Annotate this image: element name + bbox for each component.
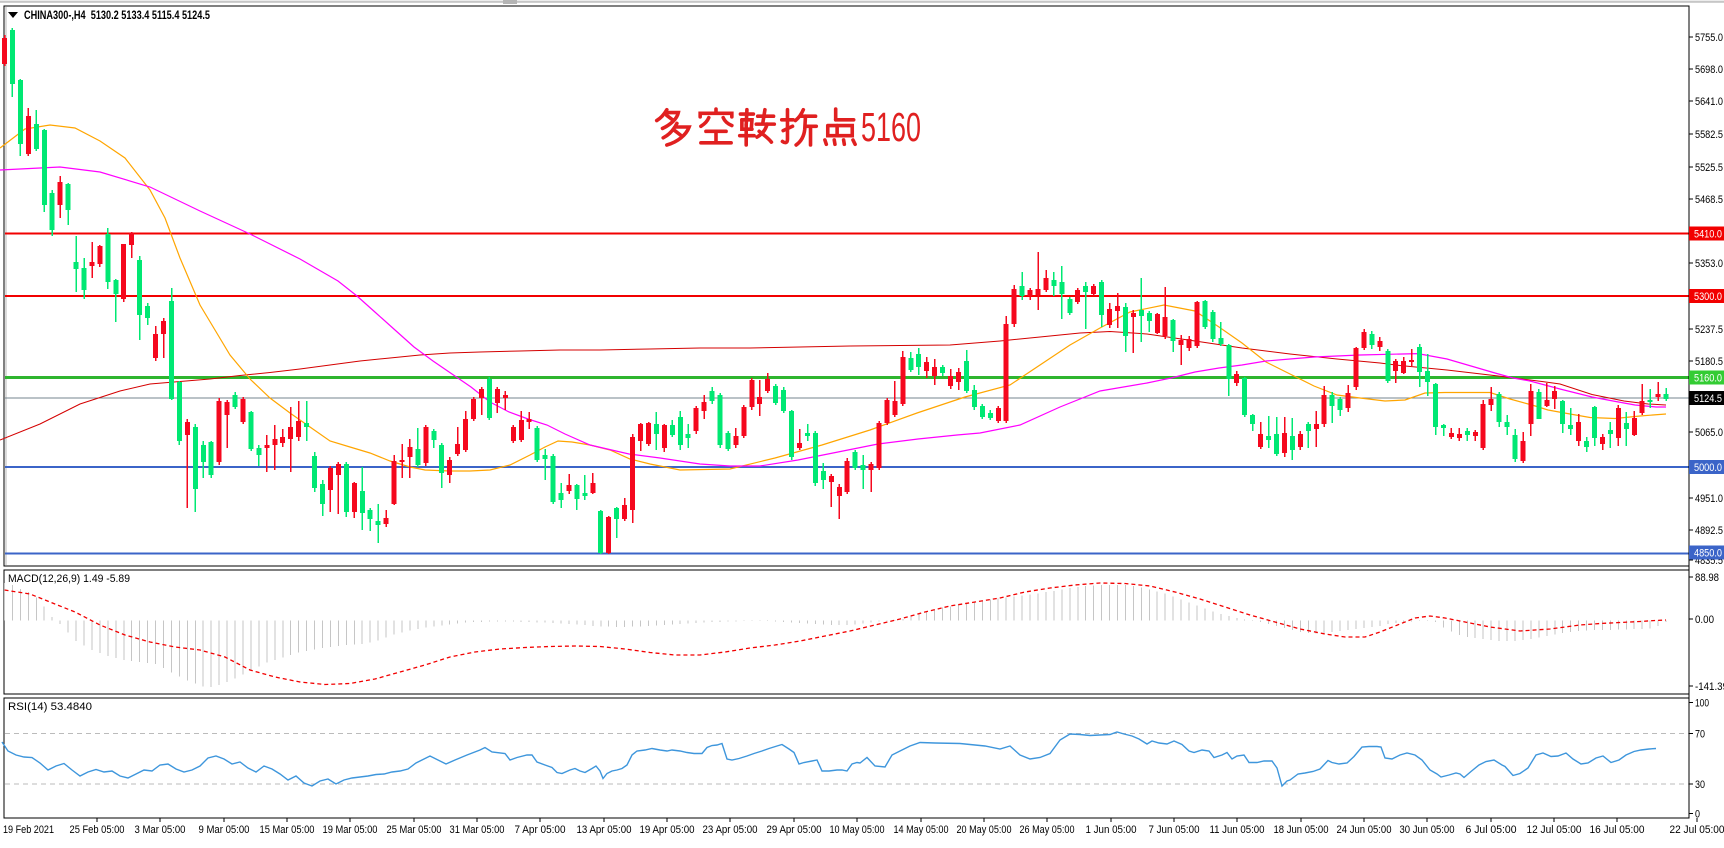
svg-text:4850.0: 4850.0 [1694,548,1722,560]
svg-text:5468.5: 5468.5 [1695,194,1723,206]
svg-text:1 Jun 05:00: 1 Jun 05:00 [1086,824,1137,836]
svg-text:5124.5: 5124.5 [1694,393,1722,405]
svg-text:30: 30 [1695,779,1705,791]
svg-text:5300.0: 5300.0 [1694,291,1722,303]
svg-text:70: 70 [1695,729,1705,741]
svg-text:29 Apr 05:00: 29 Apr 05:00 [767,824,822,836]
svg-text:5237.5: 5237.5 [1695,324,1723,336]
svg-text:5525.5: 5525.5 [1695,162,1723,174]
svg-text:18 Jun 05:00: 18 Jun 05:00 [1274,824,1329,836]
svg-text:5180.5: 5180.5 [1695,356,1723,368]
svg-text:19 Mar 05:00: 19 Mar 05:00 [323,824,378,836]
svg-text:9 Mar 05:00: 9 Mar 05:00 [199,824,250,836]
svg-text:5000.0: 5000.0 [1694,462,1722,474]
svg-text:MACD(12,26,9) 1.49 -5.89: MACD(12,26,9) 1.49 -5.89 [8,573,130,585]
svg-text:7 Apr 05:00: 7 Apr 05:00 [515,824,566,836]
svg-text:31 Mar 05:00: 31 Mar 05:00 [450,824,505,836]
svg-text:88.98: 88.98 [1695,572,1719,584]
svg-text:19 Apr 05:00: 19 Apr 05:00 [640,824,695,836]
svg-text:24 Jun 05:00: 24 Jun 05:00 [1337,824,1392,836]
svg-text:5160: 5160 [861,104,921,150]
svg-text:19 Feb 2021: 19 Feb 2021 [3,824,54,836]
svg-text:3 Mar 05:00: 3 Mar 05:00 [135,824,186,836]
svg-text:11 Jun 05:00: 11 Jun 05:00 [1210,824,1265,836]
svg-text:4951.0: 4951.0 [1695,493,1723,505]
svg-text:7 Jun 05:00: 7 Jun 05:00 [1149,824,1200,836]
svg-text:12 Jul 05:00: 12 Jul 05:00 [1527,824,1582,836]
svg-text:5582.5: 5582.5 [1695,129,1723,141]
svg-text:13 Apr 05:00: 13 Apr 05:00 [577,824,632,836]
svg-text:22 Jul 05:00: 22 Jul 05:00 [1670,824,1724,836]
svg-text:30 Jun 05:00: 30 Jun 05:00 [1400,824,1455,836]
svg-text:25 Feb 05:00: 25 Feb 05:00 [70,824,125,836]
svg-text:-141.39: -141.39 [1695,681,1724,693]
svg-text:5065.0: 5065.0 [1695,427,1723,439]
svg-text:16 Jul 05:00: 16 Jul 05:00 [1590,824,1645,836]
svg-text:4892.5: 4892.5 [1695,525,1723,537]
svg-text:0.00: 0.00 [1695,614,1714,626]
svg-text:5353.0: 5353.0 [1695,258,1723,270]
svg-text:26 May 05:00: 26 May 05:00 [1020,824,1075,836]
svg-text:20 May 05:00: 20 May 05:00 [957,824,1012,836]
svg-text:10 May 05:00: 10 May 05:00 [830,824,885,836]
svg-text:5160.0: 5160.0 [1694,373,1722,385]
svg-text:5641.0: 5641.0 [1695,96,1723,108]
svg-text:5410.0: 5410.0 [1694,229,1722,241]
svg-text:CHINA300-,H4 5130.2 5133.4 51: CHINA300-,H4 5130.2 5133.4 5115.4 5124.5 [24,8,210,22]
svg-text:RSI(14) 53.4840: RSI(14) 53.4840 [8,701,92,713]
svg-text:6 Jul 05:00: 6 Jul 05:00 [1466,824,1517,836]
svg-text:100: 100 [1695,698,1709,710]
svg-text:5698.0: 5698.0 [1695,64,1723,76]
svg-text:25 Mar 05:00: 25 Mar 05:00 [387,824,442,836]
svg-text:14 May 05:00: 14 May 05:00 [894,824,949,836]
svg-text:23 Apr 05:00: 23 Apr 05:00 [703,824,758,836]
svg-text:5755.0: 5755.0 [1695,32,1723,44]
svg-text:15 Mar 05:00: 15 Mar 05:00 [260,824,315,836]
